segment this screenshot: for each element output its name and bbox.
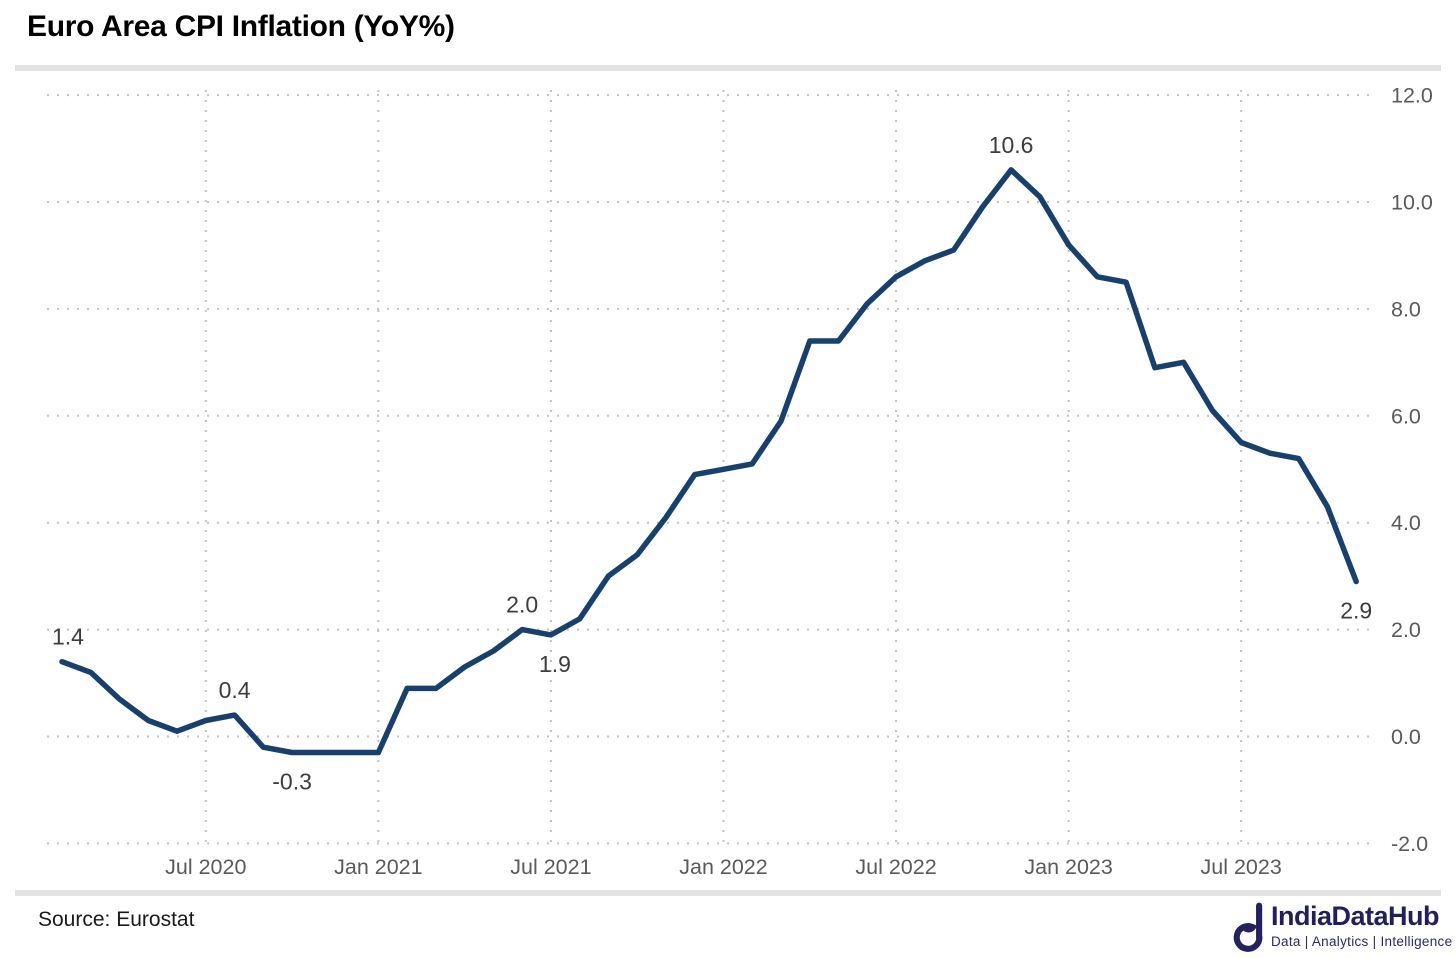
- point-label: 2.0: [506, 592, 538, 618]
- x-tick-label: Jul 2020: [165, 855, 246, 879]
- logo-tagline: Data | Analytics | Intelligence: [1271, 934, 1453, 949]
- point-label: 0.4: [219, 677, 251, 703]
- y-tick-label: 6.0: [1391, 404, 1421, 428]
- logo-text: IndiaDataHub Data | Analytics | Intellig…: [1271, 899, 1452, 949]
- point-label: 10.6: [989, 132, 1034, 158]
- chart-title: Euro Area CPI Inflation (YoY%): [27, 10, 455, 43]
- x-tick-label: Jan 2023: [1024, 855, 1113, 879]
- point-label: -0.3: [272, 769, 312, 795]
- x-tick-label: Jan 2021: [334, 855, 422, 879]
- cpi-line-chart: -2.0 0.0 2.0 4.0 6.0 8.0 10.0 12.0 Jul 2020 Jan 2…: [47, 84, 1433, 879]
- indiadatahub-logo: IndiaDataHub Data | Analytics | Intellig…: [1232, 899, 1452, 953]
- x-tick-label: Jan 2022: [679, 855, 767, 879]
- y-tick-label: 4.0: [1391, 511, 1421, 535]
- logo-name: IndiaDataHub: [1271, 901, 1440, 931]
- y-tick-label: -2.0: [1391, 832, 1428, 856]
- footer-divider: [15, 890, 1441, 896]
- inflation-line: [59, 167, 1359, 756]
- indiadatahub-logo-icon: [1233, 902, 1263, 952]
- x-tick-label: Jul 2022: [855, 855, 936, 879]
- point-label: 2.9: [1340, 597, 1372, 623]
- y-tick-label: 10.0: [1391, 191, 1433, 215]
- point-label: 1.4: [52, 624, 84, 650]
- y-tick-label: 8.0: [1391, 297, 1421, 321]
- x-tick-label: Jul 2021: [510, 855, 591, 879]
- title-divider: [15, 65, 1441, 71]
- y-tick-label: 2.0: [1391, 618, 1421, 642]
- x-tick-label: Jul 2023: [1201, 855, 1282, 879]
- y-tick-label: 12.0: [1391, 84, 1433, 108]
- source-note: Source: Eurostat: [38, 908, 195, 931]
- point-label: 1.9: [539, 651, 571, 677]
- y-tick-label: 0.0: [1391, 725, 1421, 749]
